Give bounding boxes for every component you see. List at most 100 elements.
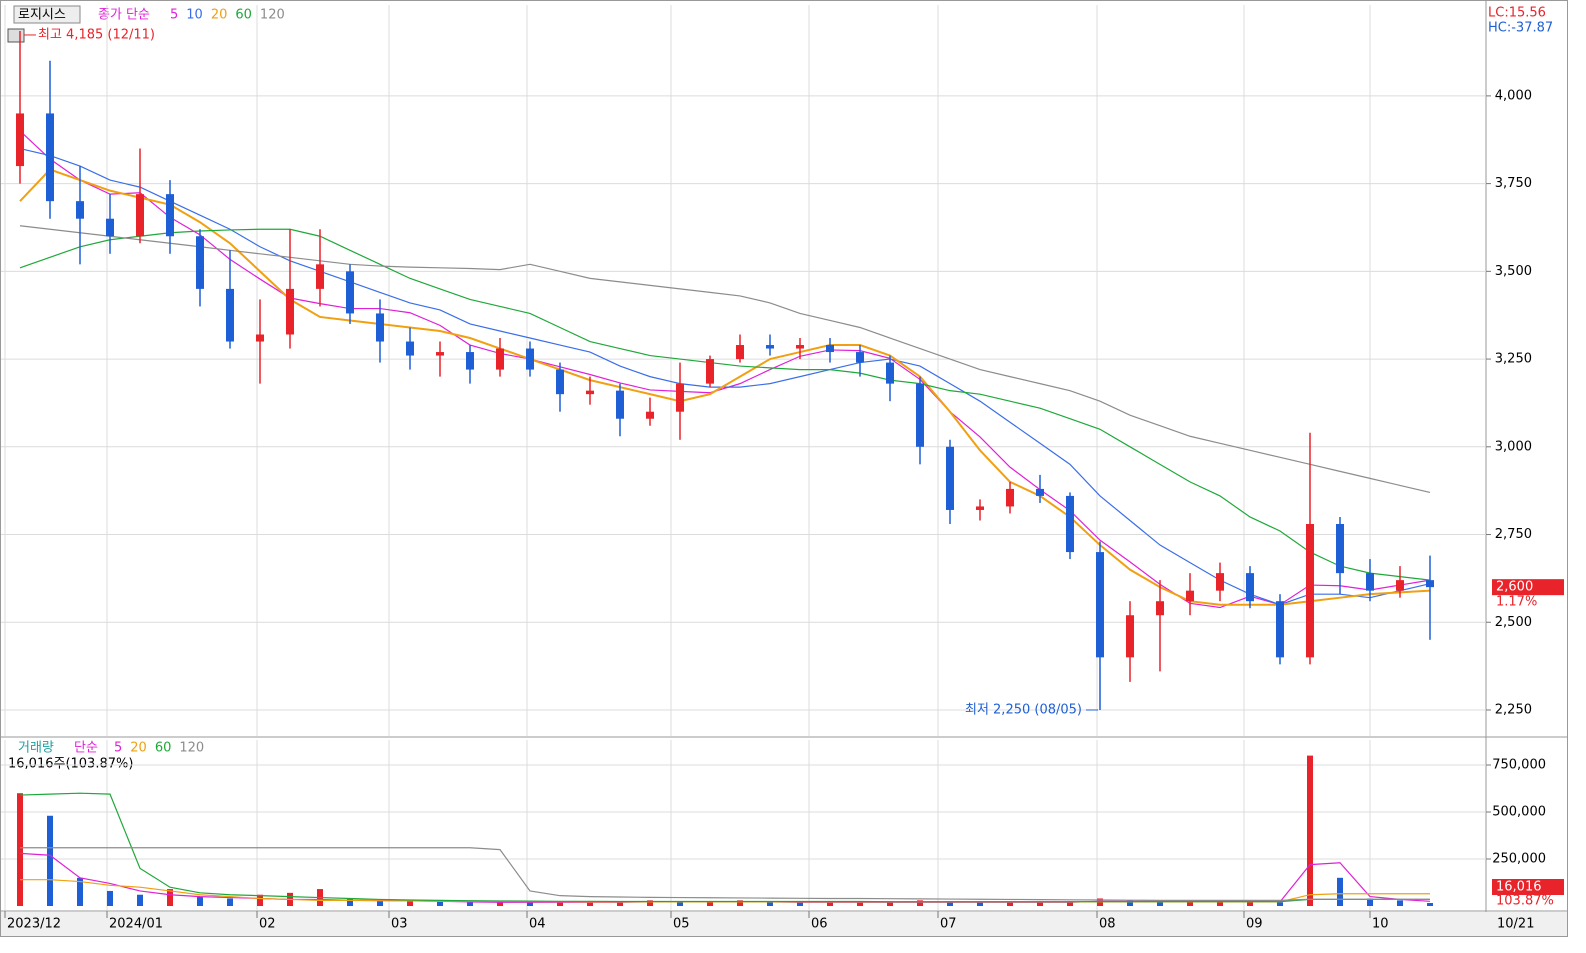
candle-body <box>316 264 324 289</box>
x-tick-label: 06 <box>811 917 828 932</box>
volume-bar <box>167 889 173 906</box>
candle-body <box>256 334 264 342</box>
x-tick-label: 03 <box>391 917 408 932</box>
volume-bar <box>197 896 203 906</box>
title-box <box>13 5 81 24</box>
volume-bar <box>437 901 443 906</box>
candle-body <box>586 390 594 395</box>
candle-body <box>1246 573 1254 602</box>
y-tick-label: 750,000 <box>1492 758 1546 773</box>
volume-bar <box>47 815 53 906</box>
volume-bar <box>1157 901 1163 906</box>
x-tick-label: 04 <box>529 917 546 932</box>
legend-entry: 5 <box>114 741 122 756</box>
candle-body <box>1216 573 1224 591</box>
volume-info: 16,016주(103.87%) <box>8 757 133 772</box>
candle-body <box>106 218 114 237</box>
candle-body <box>1396 580 1404 591</box>
y-tick-label: 2,500 <box>1495 615 1532 630</box>
y-tick-label: 2,750 <box>1495 527 1532 542</box>
time-axis-bg <box>1 912 1567 936</box>
volume-bar <box>557 902 563 906</box>
candle-body <box>76 201 84 219</box>
stock-title: 로지시스 <box>18 8 66 23</box>
volume-bar <box>707 901 713 906</box>
volume-bar <box>1427 902 1433 906</box>
volume-bar <box>227 898 233 906</box>
candle-body <box>1366 573 1374 591</box>
volume-bar <box>887 901 893 906</box>
candle-body <box>1066 495 1074 553</box>
candle-body <box>286 288 294 335</box>
candle-body <box>736 345 744 360</box>
volume-bar <box>467 902 473 906</box>
y-tick-label: 3,500 <box>1495 264 1532 279</box>
candle-body <box>886 362 894 384</box>
ma-line <box>19 225 1431 493</box>
volume-bar <box>617 901 623 906</box>
y-tick-label: 2,250 <box>1495 702 1532 717</box>
y-tick-label: 4,000 <box>1495 88 1532 103</box>
legend-entry: 60 <box>155 741 172 756</box>
table-icon[interactable] <box>7 28 25 43</box>
volume-bar <box>137 894 143 906</box>
candle-body <box>856 352 864 363</box>
last-volume: 16,016 <box>1496 879 1542 894</box>
legend-entry: 10 <box>186 8 203 23</box>
ma-line <box>19 168 1431 606</box>
candle-body <box>136 194 144 237</box>
candle-body <box>976 506 984 510</box>
candle-body <box>556 369 564 395</box>
x-tick-label: 10 <box>1372 917 1389 932</box>
candle-body <box>1156 601 1164 616</box>
legend-entry: 60 <box>235 8 252 23</box>
ma-line <box>19 792 1430 903</box>
change-label: 1.17% <box>1496 595 1537 610</box>
date-label: 10/21 <box>1497 917 1534 932</box>
candle-body <box>436 352 444 356</box>
volume-bar <box>377 900 383 906</box>
volume-bar <box>857 902 863 906</box>
candle-body <box>1096 552 1104 658</box>
volume-bar <box>1217 901 1223 906</box>
candle-body <box>1006 488 1014 507</box>
volume-bar <box>107 890 113 906</box>
volume-bar <box>977 902 983 906</box>
volume-bar <box>677 901 683 906</box>
candle-body <box>826 345 834 353</box>
legend-entry: 120 <box>260 8 285 23</box>
candle-body <box>226 288 234 342</box>
high-note: 최고 4,185 (12/11) <box>38 27 155 42</box>
candle-body <box>1126 615 1134 658</box>
volume-bar <box>1307 755 1313 906</box>
volume-title: 거래량 <box>18 741 54 756</box>
x-tick-label: 08 <box>1099 917 1116 932</box>
volume-bar <box>1067 901 1073 906</box>
x-tick-label: 07 <box>940 917 957 932</box>
candle-body <box>676 383 684 412</box>
candle-body <box>1426 580 1434 588</box>
volume-bar <box>587 902 593 906</box>
y-tick-label: 3,250 <box>1495 352 1532 367</box>
ma-line <box>19 130 1431 609</box>
candle-body <box>946 446 954 510</box>
candle-body <box>916 383 924 447</box>
volume-bar <box>947 901 953 906</box>
volume-bar <box>1037 902 1043 906</box>
pct-label: 103.87% <box>1496 893 1554 908</box>
volume-bar <box>767 901 773 906</box>
candle-body <box>796 345 804 349</box>
candle-body <box>196 236 204 289</box>
volume-bar <box>737 900 743 906</box>
volume-bar <box>257 894 263 906</box>
candle-body <box>166 194 174 237</box>
x-tick-label: 09 <box>1246 917 1263 932</box>
volume-bar <box>1007 902 1013 906</box>
volume-bar <box>527 902 533 906</box>
candle-body <box>526 348 534 370</box>
candle-body <box>766 345 774 349</box>
ma-line <box>20 847 1430 901</box>
volume-bar <box>917 900 923 906</box>
x-tick-label: 05 <box>673 917 690 932</box>
